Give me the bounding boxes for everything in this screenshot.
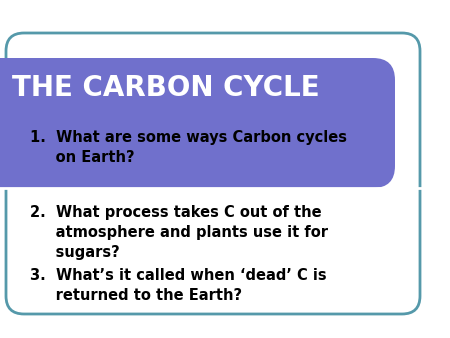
- FancyBboxPatch shape: [0, 58, 395, 188]
- Text: 2.  What process takes C out of the
     atmosphere and plants use it for
     s: 2. What process takes C out of the atmos…: [30, 205, 328, 260]
- Text: 3.  What’s it called when ‘dead’ C is
     returned to the Earth?: 3. What’s it called when ‘dead’ C is ret…: [30, 268, 327, 303]
- Bar: [0, 58, 30, 188]
- Text: 1.  What are some ways Carbon cycles
     on Earth?: 1. What are some ways Carbon cycles on E…: [30, 130, 347, 165]
- FancyBboxPatch shape: [6, 33, 420, 314]
- Bar: [0, 58, 198, 188]
- Text: THE CARBON CYCLE: THE CARBON CYCLE: [12, 74, 319, 102]
